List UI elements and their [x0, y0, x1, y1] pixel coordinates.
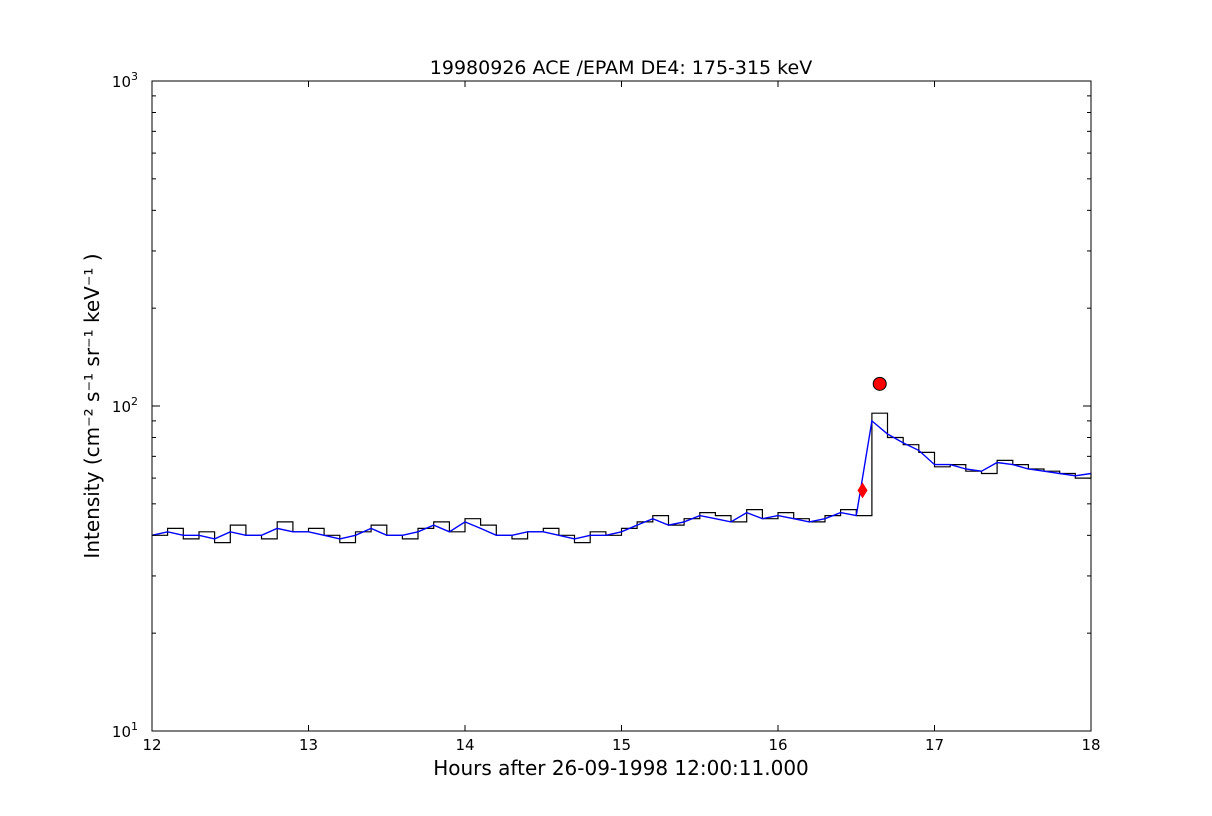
- y-axis-ticks: 101 102 103: [112, 70, 1091, 741]
- x-axis-ticks: 12 13 14 15 16 17 18: [142, 81, 1101, 754]
- x-tick-label: 17: [925, 736, 944, 754]
- x-tick-label: 13: [299, 736, 318, 754]
- x-tick-label: 18: [1081, 736, 1100, 754]
- y-tick-label: 101: [112, 720, 138, 741]
- y-axis-label: Intensity (cm⁻² s⁻¹ sr⁻¹ keV⁻¹ ): [80, 253, 104, 558]
- axes-frame: [151, 80, 1092, 732]
- plot-area: [151, 376, 1092, 544]
- y-tick-label: 102: [112, 395, 138, 416]
- x-tick-label: 15: [612, 736, 631, 754]
- onset-marker-diamond: [857, 482, 868, 499]
- y-tick-label: 103: [112, 70, 138, 91]
- x-axis-label: Hours after 26-09-1998 12:00:11.000: [433, 756, 809, 780]
- x-tick-label: 12: [142, 736, 161, 754]
- peak-marker-circle: [872, 376, 887, 391]
- x-tick-label: 16: [768, 736, 787, 754]
- raw-intensity-series-line: [152, 412, 1092, 544]
- x-tick-label: 14: [455, 736, 474, 754]
- chart-title: 19980926 ACE /EPAM DE4: 175-315 keV: [430, 57, 812, 79]
- smoothed-intensity-series-line: [151, 419, 1092, 540]
